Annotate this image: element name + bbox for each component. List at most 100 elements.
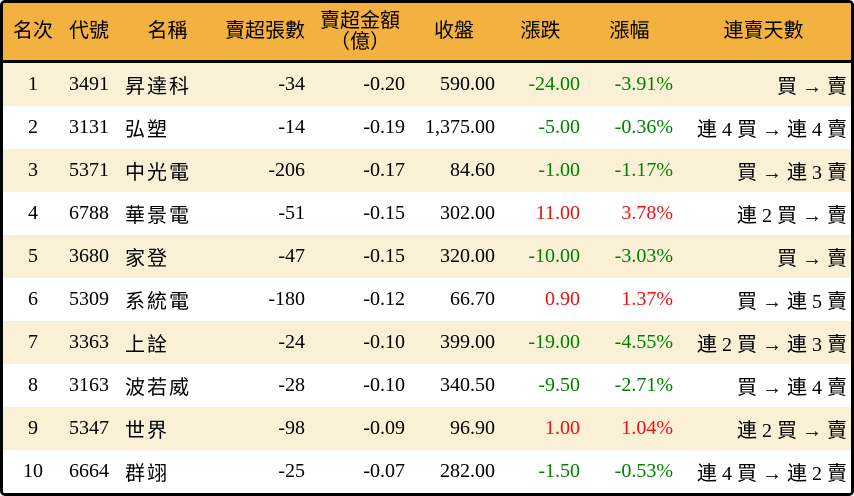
name-cell: 系統電: [125, 291, 191, 313]
sell-volume-cell: -51: [278, 202, 305, 224]
table-row: 9 5347 世界 -98 -0.09 96.90 1.00 1.04% 連 2…: [3, 407, 851, 450]
rank-cell: 2: [28, 116, 38, 138]
table-header: 名次 代號 名稱 賣超張數 賣超金額 （億） 收盤 漲跌 漲幅 連賣天數: [3, 3, 851, 63]
change-pct-cell: 1.37%: [621, 288, 673, 310]
code-cell: 6788: [69, 202, 109, 224]
sell-streak-cell: 買 → 連 4 賣: [737, 377, 847, 399]
change-cell: -1.50: [538, 460, 580, 482]
sell-volume-cell: -24: [278, 331, 305, 353]
sell-streak-cell: 連 2 買 → 賣: [737, 420, 847, 442]
table-row: 5 3680 家登 -47 -0.15 320.00 -10.00 -3.03%…: [3, 235, 851, 278]
sell-amount-cell: -0.20: [363, 73, 405, 95]
sell-amount-cell: -0.15: [363, 202, 405, 224]
sell-volume-cell: -47: [278, 245, 305, 267]
rank-cell: 5: [28, 245, 38, 267]
change-cell: -19.00: [528, 331, 580, 353]
rank-cell: 10: [23, 460, 43, 482]
name-cell: 波若威: [125, 377, 191, 399]
change-pct-cell: -3.03%: [614, 245, 673, 267]
change-cell: -10.00: [528, 245, 580, 267]
name-cell: 昇達科: [125, 76, 191, 98]
header-change-pct: 漲幅: [609, 20, 650, 42]
table-row: 2 3131 弘塑 -14 -0.19 1,375.00 -5.00 -0.36…: [3, 106, 851, 149]
close-cell: 84.60: [450, 159, 495, 181]
sell-volume-cell: -180: [268, 288, 305, 310]
code-cell: 3131: [69, 116, 109, 138]
change-cell: 11.00: [535, 202, 580, 224]
header-name: 名稱: [147, 20, 188, 42]
code-cell: 5371: [69, 159, 109, 181]
close-cell: 96.90: [450, 417, 495, 439]
header-code: 代號: [69, 20, 109, 42]
sell-volume-cell: -14: [278, 116, 305, 138]
code-cell: 3363: [69, 331, 109, 353]
header-sell-amount: 賣超金額 （億）: [310, 9, 410, 53]
close-cell: 340.50: [440, 374, 495, 396]
sell-streak-cell: 買 → 連 3 賣: [737, 162, 847, 184]
name-cell: 群翊: [125, 463, 169, 485]
sell-amount-cell: -0.17: [363, 159, 405, 181]
table-row: 8 3163 波若威 -28 -0.10 340.50 -9.50 -2.71%…: [3, 364, 851, 407]
change-pct-cell: -0.53%: [614, 460, 673, 482]
change-pct-cell: -2.71%: [614, 374, 673, 396]
name-cell: 世界: [125, 420, 169, 442]
rank-cell: 8: [28, 374, 38, 396]
change-pct-cell: -3.91%: [614, 73, 673, 95]
sell-volume-cell: -206: [268, 159, 305, 181]
sell-streak-cell: 連 2 買 → 賣: [737, 205, 847, 227]
name-cell: 家登: [125, 248, 169, 270]
change-pct-cell: -4.55%: [614, 331, 673, 353]
sell-amount-cell: -0.10: [363, 374, 405, 396]
sell-streak-cell: 買 → 賣: [777, 248, 847, 270]
sell-streak-cell: 連 2 買 → 連 3 賣: [697, 334, 847, 356]
change-cell: -9.50: [538, 374, 580, 396]
rank-cell: 7: [28, 331, 38, 353]
rank-cell: 1: [28, 73, 38, 95]
header-sell-volume: 賣超張數: [225, 20, 305, 42]
rank-cell: 3: [28, 159, 38, 181]
sell-streak-cell: 連 4 買 → 連 2 賣: [697, 463, 847, 485]
sell-amount-cell: -0.15: [363, 245, 405, 267]
rank-cell: 6: [28, 288, 38, 310]
name-cell: 中光電: [125, 162, 191, 184]
table-row: 1 3491 昇達科 -34 -0.20 590.00 -24.00 -3.91…: [3, 63, 851, 106]
close-cell: 1,375.00: [425, 116, 495, 138]
table-row: 4 6788 華景電 -51 -0.15 302.00 11.00 3.78% …: [3, 192, 851, 235]
change-cell: 1.00: [545, 417, 580, 439]
close-cell: 320.00: [440, 245, 495, 267]
header-rank: 名次: [13, 20, 53, 42]
sell-amount-cell: -0.10: [363, 331, 405, 353]
close-cell: 282.00: [440, 460, 495, 482]
rank-cell: 4: [28, 202, 38, 224]
change-pct-cell: 3.78%: [621, 202, 673, 224]
sell-amount-cell: -0.12: [363, 288, 405, 310]
header-close: 收盤: [434, 20, 474, 42]
rank-cell: 9: [28, 417, 38, 439]
header-sell-streak: 連賣天數: [723, 20, 804, 42]
code-cell: 3680: [69, 245, 109, 267]
code-cell: 5347: [69, 417, 109, 439]
code-cell: 3163: [69, 374, 109, 396]
sell-streak-cell: 買 → 賣: [777, 76, 847, 98]
close-cell: 66.70: [450, 288, 495, 310]
header-sell-amount-line2: （億）: [330, 30, 390, 53]
table-body: 1 3491 昇達科 -34 -0.20 590.00 -24.00 -3.91…: [3, 63, 851, 493]
change-pct-cell: 1.04%: [621, 417, 673, 439]
code-cell: 5309: [69, 288, 109, 310]
sell-amount-cell: -0.09: [363, 417, 405, 439]
sell-amount-cell: -0.07: [363, 460, 405, 482]
header-sell-amount-line1: 賣超金額: [320, 9, 400, 32]
code-cell: 6664: [69, 460, 109, 482]
code-cell: 3491: [69, 73, 109, 95]
change-cell: 0.90: [545, 288, 580, 310]
sell-volume-cell: -25: [278, 460, 305, 482]
close-cell: 399.00: [440, 331, 495, 353]
change-cell: -1.00: [538, 159, 580, 181]
table-row: 10 6664 群翊 -25 -0.07 282.00 -1.50 -0.53%…: [3, 450, 851, 493]
sell-volume-cell: -28: [278, 374, 305, 396]
sell-volume-cell: -98: [278, 417, 305, 439]
change-pct-cell: -0.36%: [614, 116, 673, 138]
sell-streak-cell: 連 4 買 → 連 4 賣: [697, 119, 847, 141]
name-cell: 華景電: [125, 205, 191, 227]
